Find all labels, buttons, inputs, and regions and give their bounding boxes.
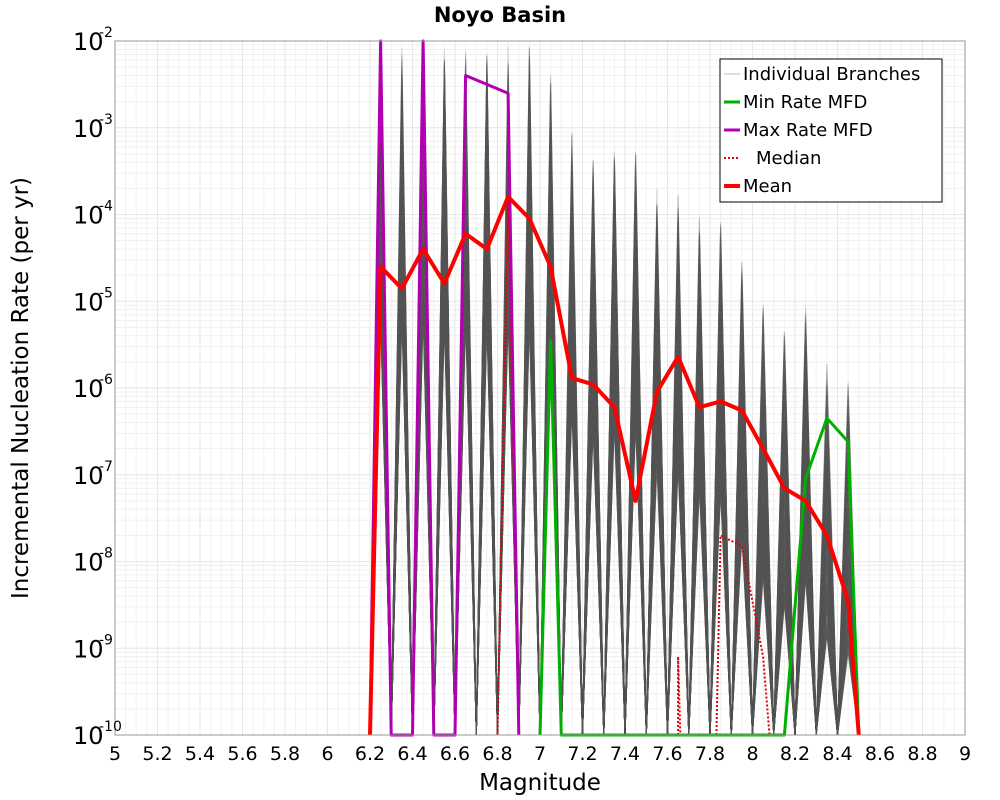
x-tick-label: 8 (746, 743, 758, 765)
y-tick-base: 10 (73, 115, 104, 143)
legend-box (719, 58, 943, 203)
x-tick-label: 9 (959, 743, 971, 765)
y-tick-base: 10 (73, 288, 104, 316)
legend-label: Min Rate MFD (743, 92, 867, 113)
series-lines (368, 39, 861, 737)
x-tick-label: 7 (534, 743, 546, 765)
legend-label: Max Rate MFD (743, 120, 873, 141)
plot-frame (114, 40, 966, 736)
x-tick-label: 5.2 (142, 743, 172, 765)
y-tick-label: 10-7 (73, 459, 113, 490)
x-tick-label: 8.6 (865, 743, 895, 765)
y-tick-exponent: -2 (99, 25, 113, 41)
y-tick-base: 10 (73, 202, 104, 230)
y-tick-label: 10-10 (73, 719, 122, 750)
x-tick-label: 5.8 (270, 743, 300, 765)
y-tick-base: 10 (73, 635, 104, 663)
y-tick-exponent: -5 (99, 285, 113, 301)
x-tick-label: 7.2 (567, 743, 597, 765)
y-tick-label: 10-5 (73, 285, 113, 316)
x-tick-label: 8.4 (822, 743, 852, 765)
y-tick-label: 10-3 (73, 112, 113, 143)
x-tick-label: 8.2 (780, 743, 810, 765)
series-min-rate-mfd (538, 339, 861, 737)
y-tick-exponent: -10 (99, 719, 122, 735)
x-tick-label: 7.8 (695, 743, 725, 765)
y-tick-exponent: -9 (99, 632, 113, 648)
x-tick-label: 5.6 (227, 743, 257, 765)
y-tick-exponent: -8 (99, 546, 113, 562)
y-tick-exponent: -4 (99, 199, 113, 215)
y-tick-label: 10-8 (73, 546, 113, 577)
x-tick-label: 7.4 (610, 743, 640, 765)
y-tick-label: 10-9 (73, 632, 113, 663)
y-tick-base: 10 (73, 375, 104, 403)
x-tick-label: 6.4 (397, 743, 427, 765)
legend-label: Individual Branches (743, 64, 920, 85)
y-tick-label: 10-6 (73, 372, 113, 403)
x-tick-label: 5 (109, 743, 121, 765)
y-tick-exponent: -6 (99, 372, 113, 388)
series-median (715, 534, 771, 736)
series-max-rate-mfd (368, 39, 521, 737)
y-axis-ticks: 10-210-310-410-510-610-710-810-910-10 (73, 25, 122, 750)
y-tick-base: 10 (73, 462, 104, 490)
y-axis-label: Incremental Nucleation Rate (per yr) (8, 177, 34, 599)
x-tick-label: 7.6 (652, 743, 682, 765)
y-tick-base: 10 (73, 28, 104, 56)
legend-label: Median (756, 148, 821, 169)
y-tick-label: 10-2 (73, 25, 113, 56)
x-axis-label: Magnitude (479, 770, 601, 796)
legend: Individual Branches Min Rate MFD Max Rate … (719, 58, 943, 203)
y-tick-exponent: -7 (99, 459, 113, 475)
x-tick-label: 6.6 (440, 743, 470, 765)
y-tick-label: 10-4 (73, 199, 113, 230)
legend-label: Mean (743, 176, 792, 197)
x-tick-label: 8.8 (907, 743, 937, 765)
y-tick-base: 10 (73, 549, 104, 577)
x-tick-label: 5.4 (185, 743, 215, 765)
chart-title: Noyo Basin (434, 3, 566, 27)
y-tick-base: 10 (73, 722, 104, 750)
x-tick-label: 6 (321, 743, 333, 765)
x-tick-label: 6.8 (482, 743, 512, 765)
series-mean (368, 194, 861, 736)
y-tick-exponent: -3 (99, 112, 113, 128)
x-tick-label: 6.2 (355, 743, 385, 765)
x-axis-ticks: 5 5.2 5.4 5.6 5.8 6 6.2 6.4 6.6 6.8 7 7.2 7.4 7.6 7.8 8… (109, 743, 971, 765)
